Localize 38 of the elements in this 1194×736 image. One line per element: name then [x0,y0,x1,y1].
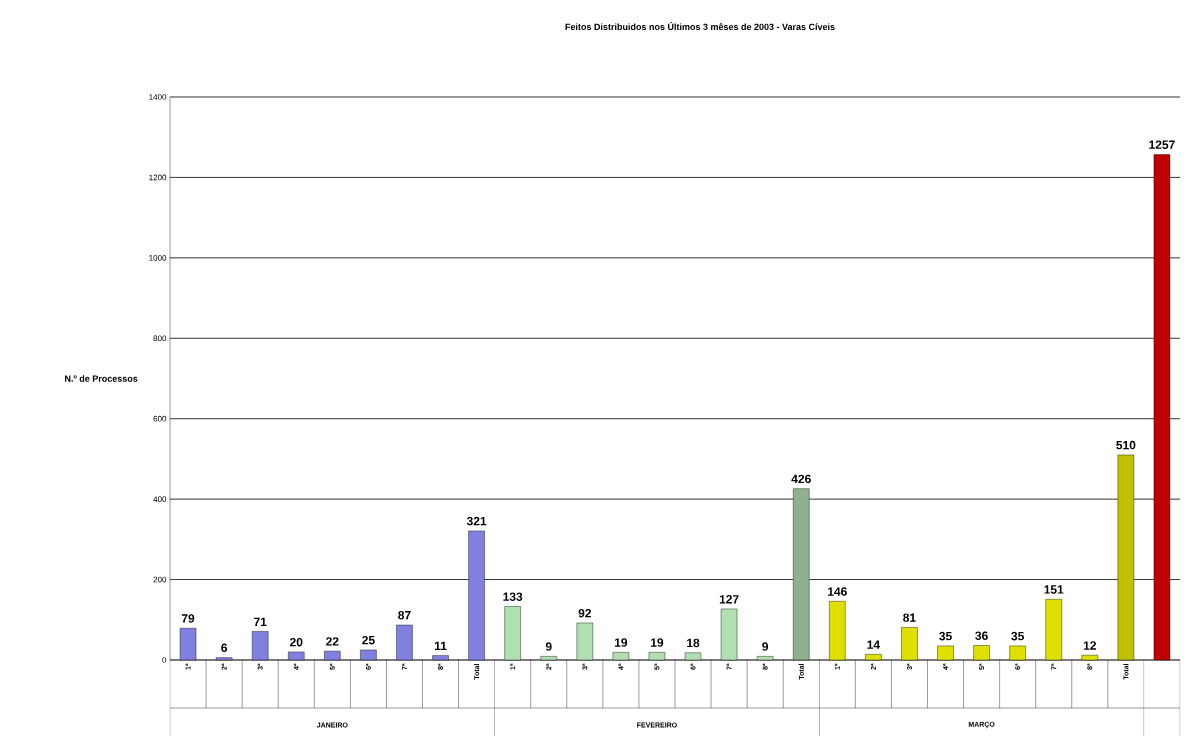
data-label: 81 [903,613,916,622]
y-tick-label: 200 [153,576,167,583]
data-label: 321 [466,516,487,526]
y-axis-title: N.º de Processos [65,375,138,382]
data-label: 19 [614,638,628,647]
data-label: 92 [578,608,592,618]
data-label: 127 [719,594,739,604]
chart-title: Feitos Distribuidos nos Últimos 3 mêses de 2003 - Varas Cíveis [565,21,835,30]
data-label: 11 [434,641,447,650]
y-tick-label: 1400 [149,94,167,100]
data-label: 151 [1044,585,1064,594]
data-label: 87 [398,610,411,620]
data-label: 20 [290,637,303,647]
data-label: 35 [1011,631,1024,641]
data-label: 6 [221,643,228,652]
y-tick-label: 1000 [149,254,167,261]
data-label: 9 [545,642,552,651]
data-label: 426 [791,474,811,484]
data-label: 25 [362,635,375,645]
y-tick-label: 400 [153,496,167,502]
data-label: 146 [828,587,847,596]
data-label: 133 [503,592,523,601]
data-label: 22 [326,637,339,646]
data-label: 71 [254,617,267,626]
y-tick-label: 0 [162,657,167,663]
data-label: 19 [651,638,664,647]
data-label: 12 [1083,641,1096,650]
data-label: 35 [939,631,952,641]
data-label: 1257 [1149,140,1175,149]
data-label: 79 [181,614,195,623]
data-label: 510 [1116,440,1136,450]
data-label: 9 [762,642,769,651]
y-tick-label: 800 [153,335,167,342]
data-label: 36 [975,631,988,640]
data-label: 14 [867,640,880,649]
y-tick-label: 600 [153,415,167,422]
data-label: 18 [687,638,700,648]
y-tick-label: 1200 [149,174,167,181]
